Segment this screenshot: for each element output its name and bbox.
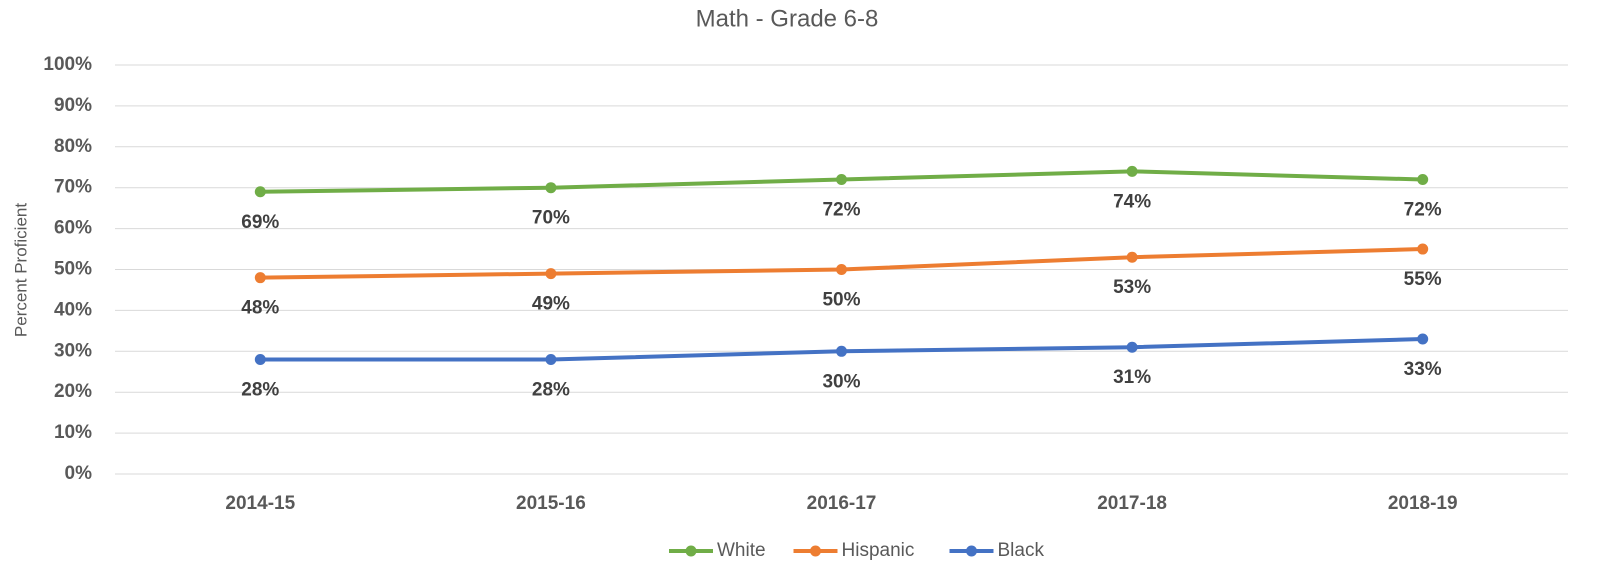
- y-tick-label: 30%: [54, 340, 92, 361]
- y-tick-label: 60%: [54, 218, 92, 239]
- point: [1417, 174, 1429, 186]
- point: [545, 268, 557, 280]
- data-label: 53%: [1113, 277, 1151, 298]
- y-tick-label: 100%: [43, 54, 92, 75]
- point: [1417, 333, 1429, 345]
- data-label: 33%: [1404, 359, 1442, 380]
- point: [545, 353, 557, 365]
- y-tick-label: 70%: [54, 177, 92, 198]
- point: [1417, 243, 1429, 255]
- y-tick-label: 80%: [54, 136, 92, 157]
- y-tick-label: 10%: [54, 422, 92, 443]
- data-label: 72%: [822, 200, 860, 221]
- y-tick-label: 20%: [54, 381, 92, 402]
- legend-marker: [685, 545, 697, 557]
- data-label: 69%: [241, 212, 279, 233]
- y-tick-label: 90%: [54, 95, 92, 116]
- x-tick-label: 2014-15: [225, 493, 295, 514]
- x-tick-label: 2015-16: [516, 493, 586, 514]
- y-axis-label: Percent Proficient: [11, 203, 30, 337]
- point: [836, 345, 847, 357]
- y-tick-label: 50%: [54, 259, 92, 280]
- data-label: 49%: [532, 294, 570, 315]
- data-label: 50%: [822, 290, 860, 311]
- x-tick-label: 2018-19: [1388, 493, 1458, 514]
- legend-label: Hispanic: [842, 540, 915, 561]
- y-tick-label: 0%: [65, 463, 93, 484]
- data-label: 74%: [1113, 191, 1151, 212]
- data-label: 31%: [1113, 367, 1151, 388]
- data-label: 28%: [241, 379, 279, 400]
- point: [1126, 165, 1138, 177]
- point: [254, 272, 266, 284]
- data-label: 72%: [1404, 200, 1442, 221]
- point: [1126, 251, 1138, 263]
- legend-label: Black: [998, 540, 1045, 561]
- x-tick-label: 2017-18: [1097, 493, 1167, 514]
- y-tick-label: 40%: [54, 299, 92, 320]
- point: [836, 264, 847, 275]
- point: [254, 186, 266, 198]
- chart-title: Math - Grade 6-8: [696, 5, 879, 32]
- point: [545, 182, 557, 194]
- data-label: 55%: [1404, 269, 1442, 290]
- data-label: 28%: [532, 379, 570, 400]
- point: [254, 353, 266, 365]
- legend-marker: [810, 545, 821, 557]
- x-tick-label: 2016-17: [807, 493, 877, 514]
- legend-marker: [966, 545, 977, 557]
- data-label: 30%: [822, 371, 860, 392]
- data-label: 48%: [241, 298, 279, 319]
- data-label: 70%: [532, 208, 570, 229]
- legend-label: White: [717, 540, 766, 561]
- point: [836, 174, 847, 186]
- point: [1126, 341, 1138, 353]
